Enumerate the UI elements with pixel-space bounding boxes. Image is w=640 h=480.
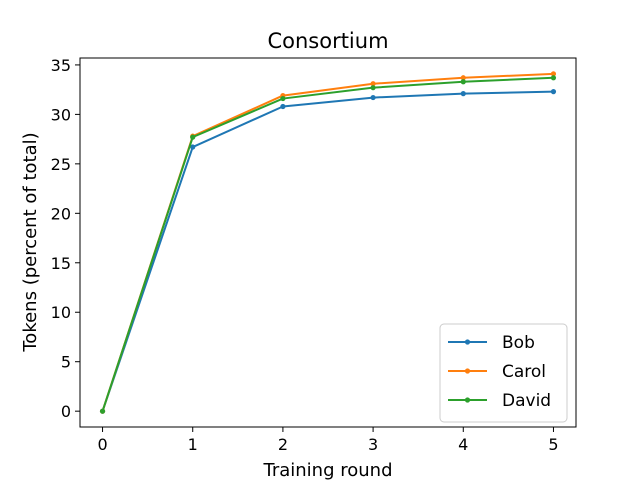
legend-box [439, 323, 568, 423]
y-tick-label: 35 [51, 56, 71, 75]
data-point-bob [190, 144, 196, 150]
data-point-david [550, 75, 557, 81]
x-tick-label: 2 [278, 435, 288, 454]
series-line-bob [101, 90, 554, 412]
y-tick-label: 15 [51, 254, 71, 273]
legend-label-david: David [502, 391, 551, 411]
plot-area [79, 57, 577, 428]
series-line-david [101, 76, 554, 412]
legend-marker-david [464, 397, 471, 403]
x-tick-label: 0 [97, 435, 107, 454]
data-point-david [99, 408, 106, 414]
y-tick-label: 20 [51, 204, 71, 223]
x-axis: 0 1 2 3 4 5 [97, 427, 559, 454]
y-axis-label: Tokens (percent of total) [20, 132, 41, 352]
y-axis: 0 5 10 15 20 25 30 35 [51, 56, 80, 421]
y-tick-label: 25 [51, 155, 71, 174]
y-tick-label: 10 [51, 303, 71, 322]
series-layer [99, 71, 557, 414]
x-tick-label: 4 [458, 435, 468, 454]
data-point-david [190, 134, 196, 140]
data-point-bob [280, 103, 286, 110]
legend-label-carol: Carol [502, 362, 546, 382]
data-point-bob [370, 94, 376, 101]
y-tick-label: 30 [51, 105, 71, 124]
x-tick-label: 1 [188, 435, 198, 454]
data-point-bob [550, 89, 557, 95]
data-point-carol [460, 75, 466, 81]
legend-marker-carol [464, 368, 471, 374]
x-tick-label: 3 [368, 435, 378, 454]
legend: Bob Carol David [439, 323, 568, 423]
plot-frame [79, 57, 577, 428]
y-tick-label: 5 [61, 353, 71, 372]
data-point-david [370, 85, 376, 91]
data-point-carol [550, 71, 557, 77]
data-point-bob [460, 91, 466, 97]
data-point-david [280, 95, 286, 102]
chart-title: Consortium [267, 29, 388, 53]
y-tick-label: 0 [61, 402, 71, 421]
legend-marker-bob [464, 339, 471, 345]
data-point-carol [370, 81, 376, 87]
legend-label-bob: Bob [502, 333, 535, 353]
x-tick-label: 5 [548, 435, 558, 454]
data-point-david [460, 79, 466, 85]
x-axis-label: Training round [262, 460, 392, 480]
